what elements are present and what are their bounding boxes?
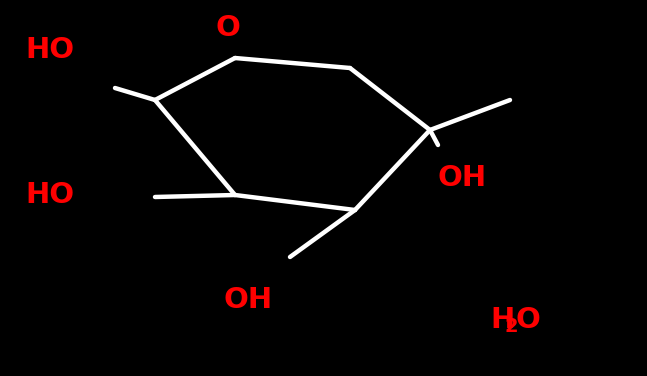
Text: O: O xyxy=(516,306,541,334)
Text: HO: HO xyxy=(25,181,74,209)
Text: O: O xyxy=(215,14,241,42)
Text: 2: 2 xyxy=(505,317,519,335)
Text: H: H xyxy=(490,306,514,334)
Text: OH: OH xyxy=(438,164,487,192)
Text: HO: HO xyxy=(25,36,74,64)
Text: OH: OH xyxy=(223,286,272,314)
